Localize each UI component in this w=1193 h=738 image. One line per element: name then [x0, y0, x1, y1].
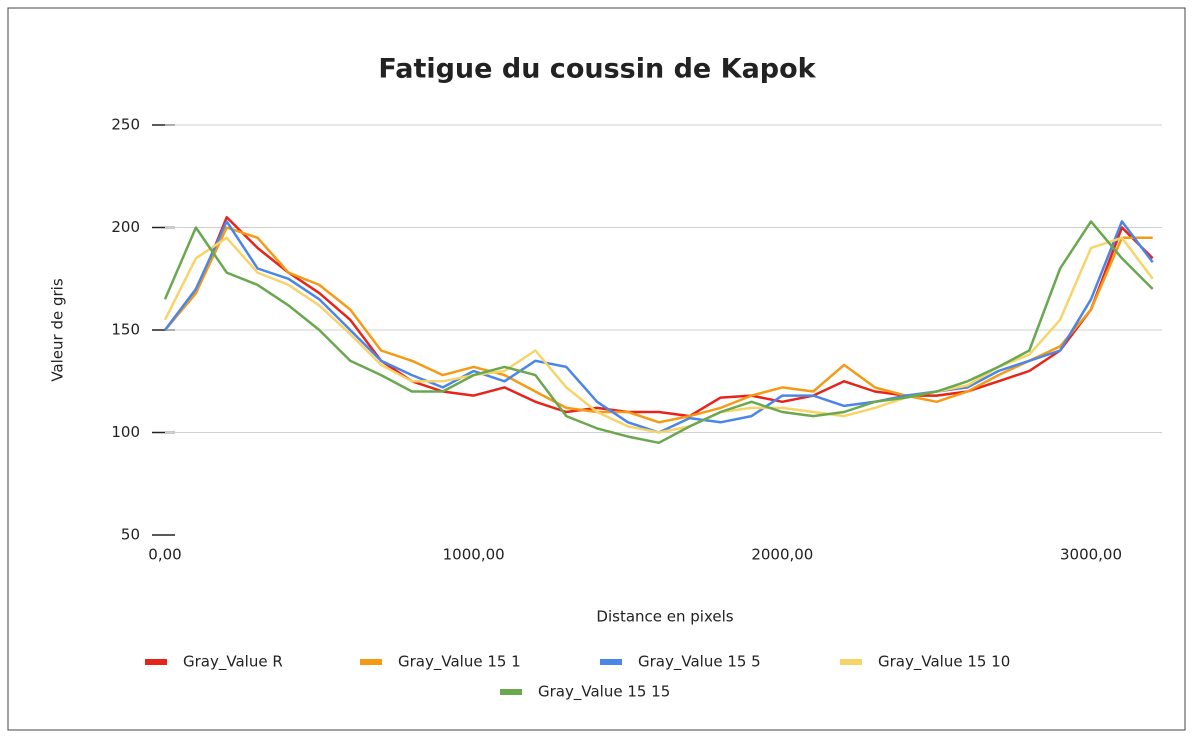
x-tick-label: 2000,00 — [751, 546, 813, 564]
y-tick-label: 50 — [121, 526, 140, 544]
x-tick-label: 1000,00 — [443, 546, 505, 564]
legend-label: Gray_Value 15 1 — [398, 653, 521, 672]
frame — [7, 7, 1186, 731]
x-axis-label: Distance en pixels — [596, 608, 733, 626]
series-line — [164, 226, 1153, 424]
legend-label: Gray_Value 15 10 — [878, 653, 1010, 672]
series-line — [163, 220, 1154, 445]
series-line — [164, 216, 1154, 418]
x-tick-label: 3000,00 — [1060, 546, 1122, 564]
legend-label: Gray_Value R — [183, 653, 283, 672]
legend-label: Gray_Value 15 5 — [638, 653, 761, 672]
legend-label: Gray_Value 15 15 — [538, 683, 670, 702]
y-tick-label: 250 — [111, 116, 140, 134]
y-tick-label: 100 — [111, 423, 140, 441]
y-tick-label: 150 — [111, 321, 140, 339]
x-tick-label: 0,00 — [148, 546, 181, 564]
chart-title: Fatigue du coussin de Kapok — [378, 54, 816, 85]
y-tick-label: 200 — [111, 218, 140, 236]
y-axis-label: Valeur de gris — [49, 278, 67, 382]
